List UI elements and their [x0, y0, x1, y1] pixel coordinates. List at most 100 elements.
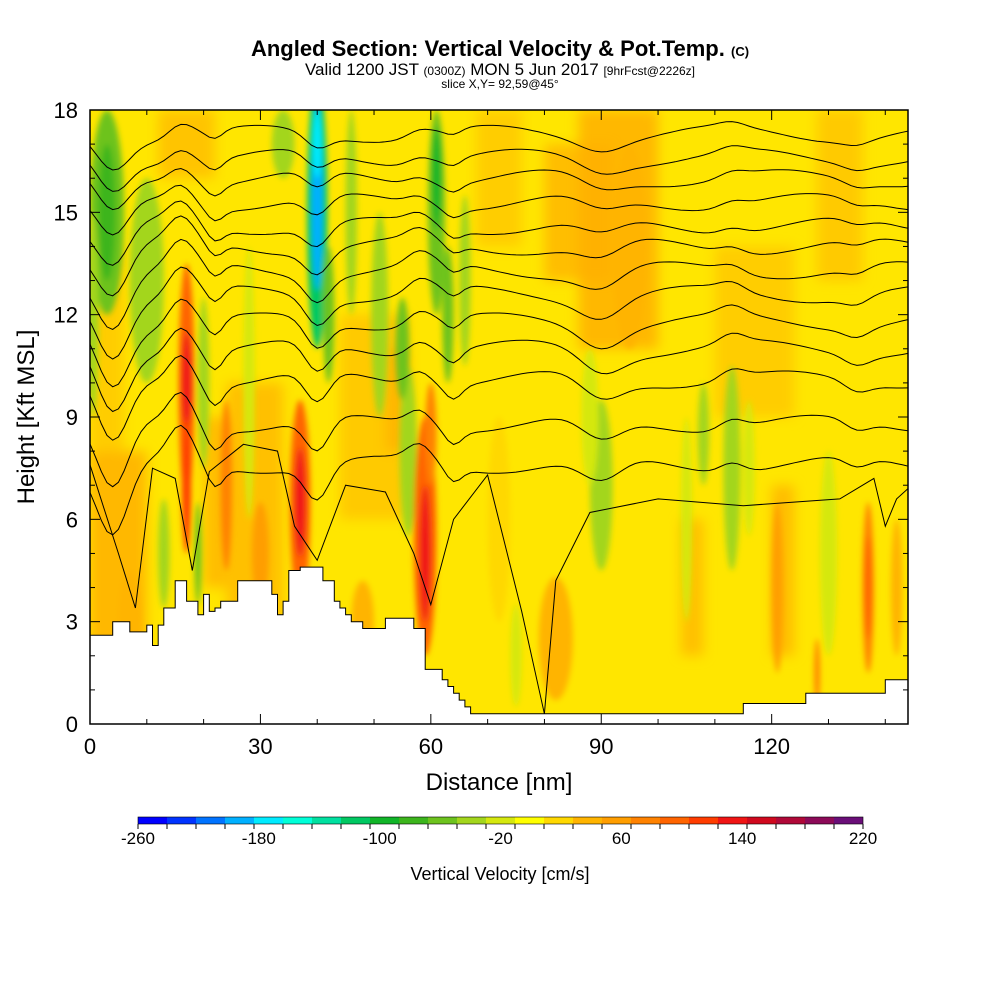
- theta-contour: [90, 215, 908, 297]
- downdraft-core: [510, 604, 522, 707]
- plot-area: [90, 110, 908, 724]
- y-tick-label: 0: [66, 712, 78, 737]
- updraft-core: [251, 502, 269, 605]
- colorbar-swatch: [660, 817, 689, 824]
- updraft-core: [612, 144, 647, 349]
- theta-contour: [90, 424, 908, 536]
- updraft-core: [890, 519, 903, 656]
- valid-utc: (0300Z): [423, 64, 466, 78]
- valid-date: MON 5 Jun 2017: [470, 60, 599, 79]
- y-tick-label: 18: [54, 98, 78, 123]
- colorbar-swatch: [196, 817, 225, 824]
- x-tick-label: 60: [419, 734, 443, 759]
- updraft-core: [182, 417, 192, 554]
- colorbar-tick-label: -260: [121, 829, 155, 848]
- colorbar-tick-label: -20: [488, 829, 513, 848]
- colorbar-tick-label: 140: [728, 829, 756, 848]
- valid-prefix: Valid 1200 JST: [304, 60, 419, 79]
- colorbar-swatch: [370, 817, 399, 824]
- colorbar-swatch: [457, 817, 486, 824]
- updraft-core: [771, 502, 784, 673]
- colorbar-title: Vertical Velocity [cm/s]: [410, 864, 589, 884]
- colorbar-swatch: [544, 817, 573, 824]
- x-tick-label: 30: [248, 734, 272, 759]
- y-tick-label: 3: [66, 610, 78, 635]
- theta-contour: [90, 298, 908, 388]
- y-tick-label: 9: [66, 405, 78, 430]
- downdraft-core: [697, 382, 710, 486]
- theta-contour: [90, 443, 545, 714]
- downdraft-core: [395, 297, 410, 400]
- colorbar-tick-label: -100: [363, 829, 397, 848]
- chart-title-units: (C): [731, 44, 750, 59]
- colorbar-tick-label: 60: [612, 829, 631, 848]
- downdraft-core: [158, 498, 170, 609]
- colorbar-swatch: [428, 817, 457, 824]
- colorbar-swatch: [341, 817, 370, 824]
- theta-contour: [90, 121, 908, 171]
- axes: 0 30 60 90 120 0 3 6 9 12 15 18: [54, 98, 908, 759]
- colorbar-swatch: [776, 817, 805, 824]
- colorbar-tick-label: -180: [242, 829, 276, 848]
- colorbar-swatch: [718, 817, 747, 824]
- theta-contour: [90, 266, 908, 360]
- x-axis-title: Distance [nm]: [426, 769, 573, 796]
- chart-title-text: Angled Section: Vertical Velocity & Pot.…: [250, 36, 725, 61]
- theta-contour: [543, 477, 908, 714]
- colorbar-swatch: [283, 817, 312, 824]
- y-tick-label: 12: [54, 303, 78, 328]
- colorbar-swatch: [834, 817, 863, 824]
- downdraft-core: [819, 451, 837, 656]
- downdraft-core: [581, 348, 599, 486]
- updraft-core: [220, 399, 233, 571]
- updraft-core: [538, 577, 573, 701]
- theta-contour: [90, 391, 908, 488]
- theta-contours: [90, 121, 908, 714]
- theta-contour: [90, 327, 908, 413]
- updraft-core: [864, 536, 872, 639]
- theta-contour: [90, 167, 908, 211]
- x-tick-label: 0: [84, 734, 96, 759]
- downdraft-core: [680, 416, 693, 622]
- updraft-core: [425, 382, 437, 486]
- downdraft-core: [345, 110, 357, 315]
- theta-contour: [90, 184, 908, 236]
- colorbar-swatch: [573, 817, 602, 824]
- field-patch: [817, 110, 863, 281]
- theta-contour: [90, 355, 908, 441]
- colorbar-swatch: [138, 817, 167, 824]
- x-tick-label: 90: [589, 734, 613, 759]
- chart-title: Angled Section: Vertical Velocity & Pot.…: [0, 36, 1000, 62]
- colorbar-swatch: [631, 817, 660, 824]
- downdraft-core: [322, 246, 335, 383]
- forecast-info: [9hrFcst@2226z]: [603, 64, 696, 78]
- slice-info: slice X,Y= 92,59@45°: [441, 77, 559, 91]
- theta-contour: [90, 238, 908, 330]
- downdraft-core: [129, 178, 164, 383]
- colorbar-swatch: [486, 817, 515, 824]
- colorbar-swatch: [254, 817, 283, 824]
- downdraft-core: [98, 144, 116, 281]
- colorbar-swatch: [167, 817, 196, 824]
- colorbar-swatch: [747, 817, 776, 824]
- y-tick-label: 6: [66, 507, 78, 532]
- colorbar: -260 -180 -100 -20 60 140 220: [121, 816, 877, 848]
- colorbar-tick-label: 220: [849, 829, 877, 848]
- downdraft-core: [459, 195, 471, 366]
- colorbar-swatch: [805, 817, 834, 824]
- downdraft-core: [723, 365, 741, 571]
- theta-contour: [90, 200, 908, 266]
- field-patch: [203, 417, 227, 588]
- y-axis-title: Height [Kft MSL]: [13, 330, 40, 505]
- colorbar-swatch: [225, 817, 254, 824]
- field-patch: [476, 110, 522, 247]
- colorbar-swatch: [689, 817, 718, 824]
- x-tick-label: 120: [753, 734, 790, 759]
- downdraft-core: [271, 110, 295, 179]
- colorbar-swatch: [312, 817, 341, 824]
- theta-contour: [90, 145, 908, 192]
- downdraft-core: [399, 365, 417, 537]
- downdraft-core: [312, 110, 322, 179]
- downdraft-core: [442, 246, 454, 383]
